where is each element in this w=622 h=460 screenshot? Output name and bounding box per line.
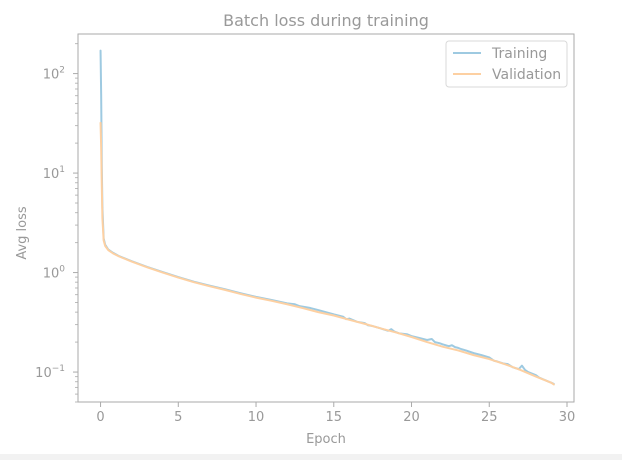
legend-label-validation: Validation xyxy=(492,67,561,83)
series-line-validation xyxy=(99,121,555,386)
bottom-strip xyxy=(0,454,622,460)
series-layer xyxy=(99,49,555,386)
y-tick-label: 101 xyxy=(43,165,65,182)
x-tick-label: 5 xyxy=(174,410,182,425)
axes-layer: 0 5 10 15 20 25 30 102 101 100 10−1 xyxy=(35,43,576,425)
x-tick-label: 0 xyxy=(96,410,104,425)
legend-label-training: Training xyxy=(491,46,547,62)
series-line-training xyxy=(99,49,555,385)
y-axis-label: Avg loss xyxy=(15,206,30,260)
y-tick-label: 102 xyxy=(43,66,65,83)
x-tick-label: 10 xyxy=(248,410,265,425)
x-tick-label: 15 xyxy=(326,410,343,425)
y-tick-label: 10−1 xyxy=(35,364,65,381)
x-tick-label: 30 xyxy=(559,410,576,425)
x-tick-label: 25 xyxy=(481,410,498,425)
x-axis-label: Epoch xyxy=(306,432,346,447)
legend: Training Validation xyxy=(445,40,568,88)
x-tick-label: 20 xyxy=(403,410,420,425)
y-tick-label: 100 xyxy=(43,265,66,282)
chart-title: Batch loss during training xyxy=(223,11,429,30)
plot-frame xyxy=(77,33,575,403)
